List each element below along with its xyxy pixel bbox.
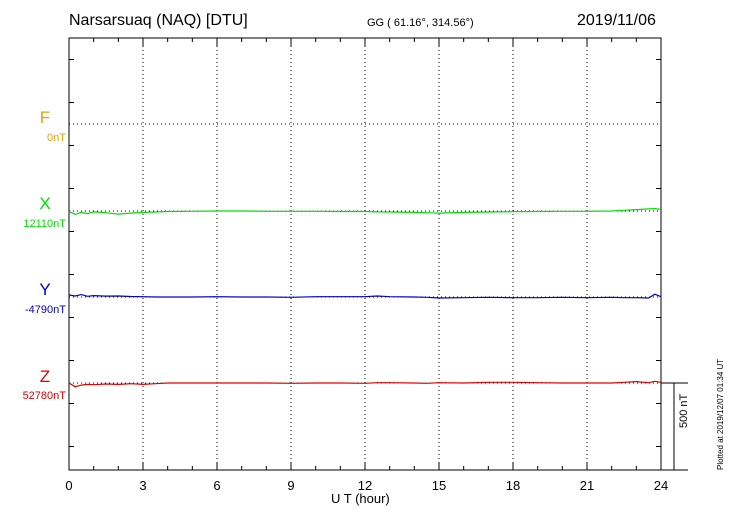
scale-bar-label: 500 nT <box>678 393 690 428</box>
x-tick-label: 15 <box>431 478 447 493</box>
x-tick-label: 0 <box>65 478 73 493</box>
station-coordinates: GG ( 61.16°, 314.56°) <box>367 17 474 29</box>
x-tick-label: 9 <box>287 478 295 493</box>
channel-y-label: Y <box>39 280 51 299</box>
x-tick-label: 3 <box>139 478 147 493</box>
x-tick-label: 24 <box>653 478 669 493</box>
series-x-line <box>68 207 662 216</box>
channel-y-baseline: -4790nT <box>25 304 66 316</box>
channel-x-baseline: 12110nT <box>23 218 66 230</box>
series-z-line <box>68 380 662 388</box>
x-tick-label: 18 <box>505 478 521 493</box>
channel-f-label: F <box>39 108 51 127</box>
x-tick-label: 12 <box>357 478 373 493</box>
series-y-line <box>68 293 662 299</box>
channel-z-label: Z <box>39 367 51 386</box>
channel-z-baseline: 52780nT <box>22 390 66 402</box>
plot-date: 2019/11/06 <box>577 12 656 29</box>
x-axis-label: U T (hour) <box>331 491 390 506</box>
channel-x-label: X <box>39 194 51 213</box>
channel-f-baseline: 0nT <box>47 132 66 144</box>
x-tick-label: 6 <box>213 478 221 493</box>
x-tick-label: 21 <box>579 478 595 493</box>
plotted-timestamp: Plotted at 2019/12/07 01:34 UT <box>716 358 725 470</box>
station-title: Narsarsuaq (NAQ) [DTU] <box>69 12 248 29</box>
